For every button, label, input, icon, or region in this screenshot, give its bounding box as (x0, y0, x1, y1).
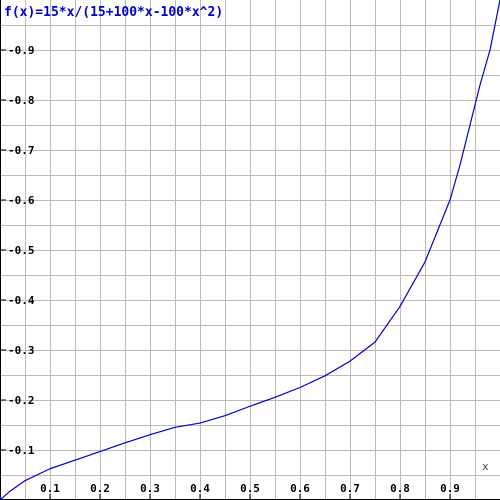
y-tick-label-0: -0.1 (8, 444, 35, 457)
tick-labels: 0.1 0.2 0.3 0.4 0.5 0.6 0.7 0.8 0.9 -0.1 -0.2 -0.3 -… (8, 44, 460, 495)
y-tick-label-4: -0.5 (8, 244, 35, 257)
y-tick-label-7: -0.8 (8, 94, 35, 107)
x-tick-label-0: 0.1 (40, 482, 60, 495)
y-tick-label-5: -0.6 (8, 194, 35, 207)
x-tick-label-7: 0.8 (390, 482, 410, 495)
x-tick-label-8: 0.9 (440, 482, 460, 495)
x-tick-label-6: 0.7 (340, 482, 360, 495)
x-tick-label-1: 0.2 (90, 482, 110, 495)
x-tick-label-3: 0.4 (190, 482, 210, 495)
y-tick-label-1: -0.2 (8, 394, 35, 407)
x-tick-label-5: 0.6 (290, 482, 310, 495)
y-tick-label-3: -0.4 (8, 294, 35, 307)
y-tick-label-8: -0.9 (8, 44, 35, 57)
x-axis-label: x (482, 460, 489, 473)
chart-title: f(x)=15*x/(15+100*x-100*x^2) (4, 5, 223, 20)
y-tick-label-6: -0.7 (8, 144, 35, 157)
y-tick-label-2: -0.3 (8, 344, 35, 357)
x-tick-label-4: 0.5 (240, 482, 260, 495)
x-tick-label-2: 0.3 (140, 482, 160, 495)
